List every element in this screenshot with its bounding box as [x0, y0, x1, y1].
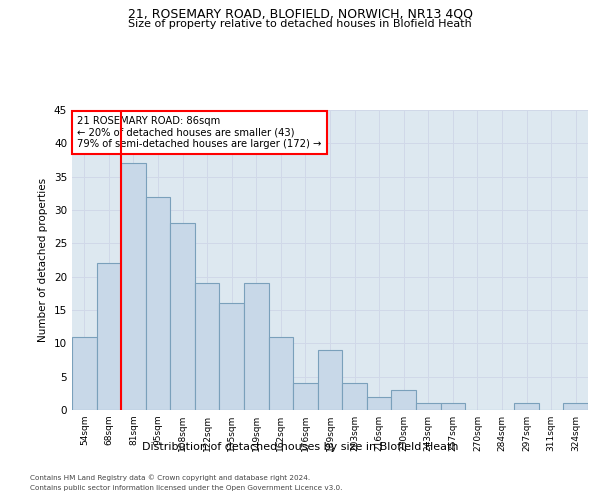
Bar [97, 264, 121, 410]
Text: Contains HM Land Registry data © Crown copyright and database right 2024.: Contains HM Land Registry data © Crown c… [30, 474, 310, 481]
Bar [121, 164, 146, 410]
Bar [220, 304, 244, 410]
Bar [72, 336, 97, 410]
Bar [293, 384, 318, 410]
Text: 21 ROSEMARY ROAD: 86sqm
← 20% of detached houses are smaller (43)
79% of semi-de: 21 ROSEMARY ROAD: 86sqm ← 20% of detache… [77, 116, 322, 149]
Bar [563, 404, 588, 410]
Bar [170, 224, 195, 410]
Bar [514, 404, 539, 410]
Bar [440, 404, 465, 410]
Text: 21, ROSEMARY ROAD, BLOFIELD, NORWICH, NR13 4QQ: 21, ROSEMARY ROAD, BLOFIELD, NORWICH, NR… [128, 8, 473, 20]
Bar [342, 384, 367, 410]
Bar [318, 350, 342, 410]
Text: Contains public sector information licensed under the Open Government Licence v3: Contains public sector information licen… [30, 485, 343, 491]
Text: Size of property relative to detached houses in Blofield Heath: Size of property relative to detached ho… [128, 19, 472, 29]
Bar [146, 196, 170, 410]
Bar [416, 404, 440, 410]
Text: Distribution of detached houses by size in Blofield Heath: Distribution of detached houses by size … [142, 442, 458, 452]
Bar [195, 284, 220, 410]
Bar [367, 396, 391, 410]
Bar [391, 390, 416, 410]
Bar [269, 336, 293, 410]
Bar [244, 284, 269, 410]
Y-axis label: Number of detached properties: Number of detached properties [38, 178, 49, 342]
